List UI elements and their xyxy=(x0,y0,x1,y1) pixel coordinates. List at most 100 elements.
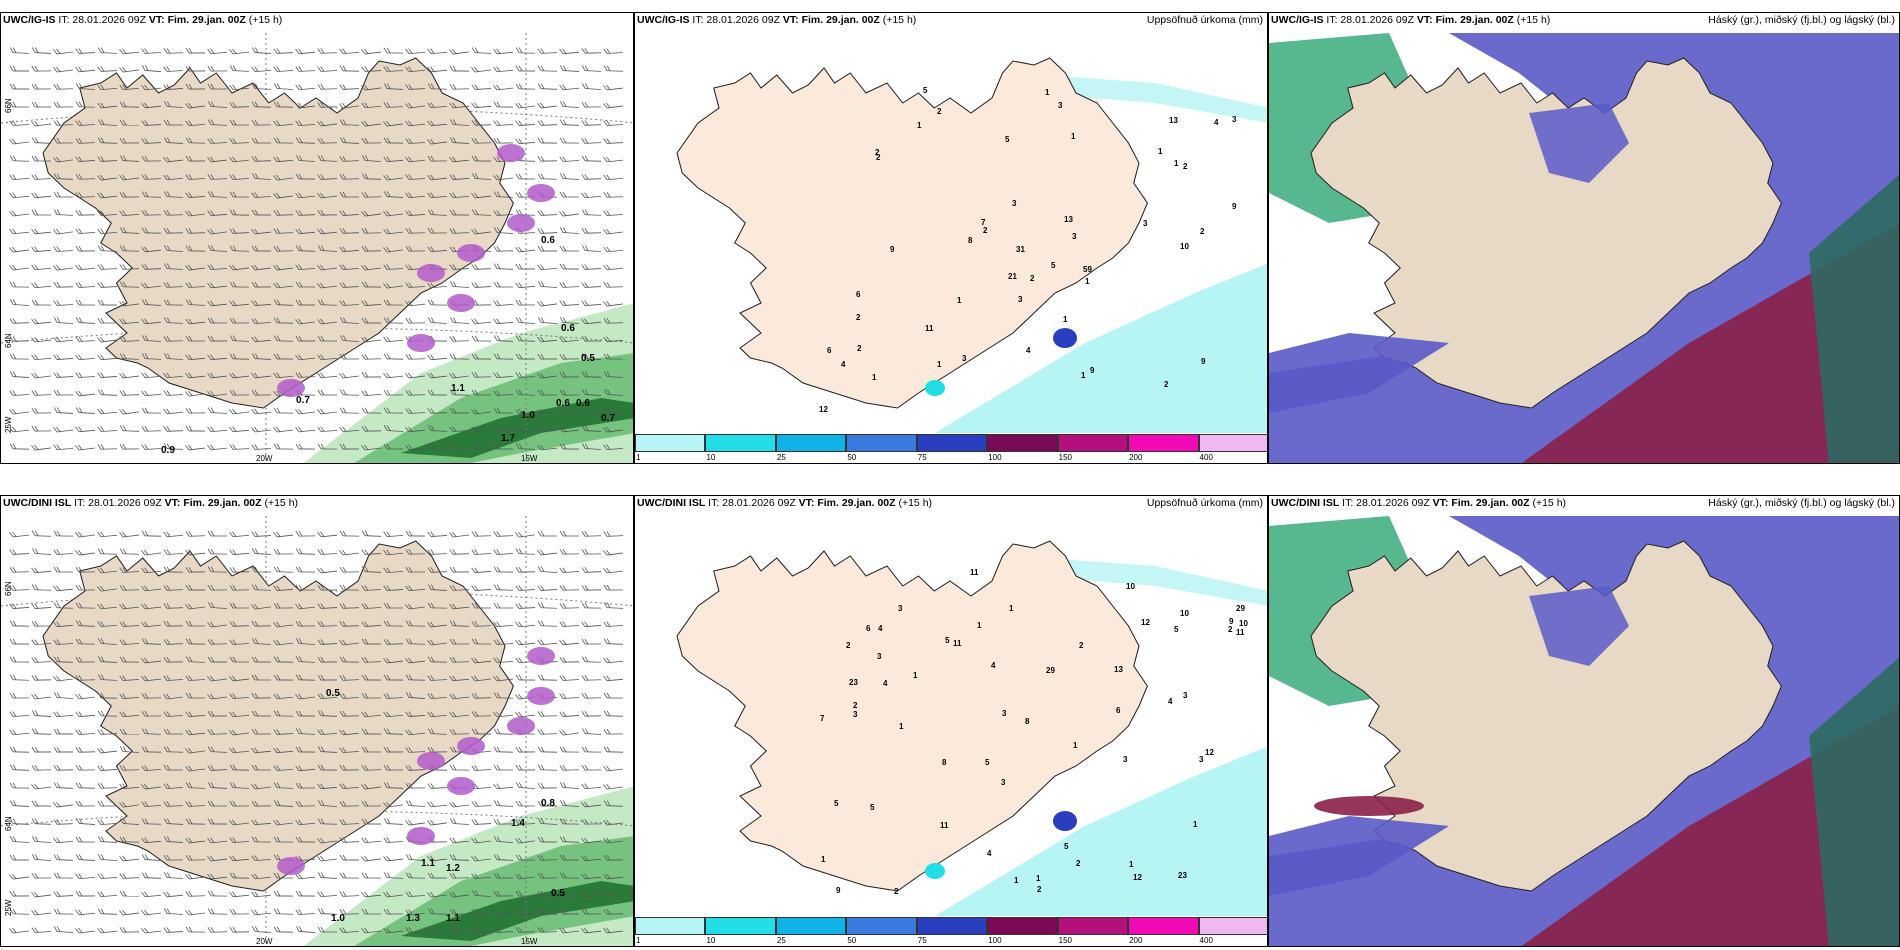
panel-header: UWC/IG-IS IT: 28.01.2026 09Z VT: Fim. 29… xyxy=(637,14,917,26)
wind-barb xyxy=(471,657,491,664)
wind-barb xyxy=(515,890,536,897)
wind-barb xyxy=(537,155,558,162)
wind-barb xyxy=(163,783,184,789)
wind-barb xyxy=(141,444,162,450)
wind-barb xyxy=(31,425,52,432)
wind-barb xyxy=(361,585,382,591)
wind-barb xyxy=(75,245,96,252)
wind-barb xyxy=(383,425,404,432)
wind-barb xyxy=(251,566,272,573)
wind-barb xyxy=(251,909,272,916)
wind-barb xyxy=(251,548,272,555)
wind-barb xyxy=(361,746,382,753)
wind-barb xyxy=(559,782,580,789)
wind-barb xyxy=(559,210,579,217)
wind-barb xyxy=(207,245,228,252)
wind-barb xyxy=(471,819,492,825)
wind-barb xyxy=(163,872,184,879)
wind-barb xyxy=(251,228,271,235)
wind-barb xyxy=(53,426,73,433)
accum-value-label: 13 xyxy=(1064,215,1073,224)
wind-barb xyxy=(581,443,602,450)
wind-barb xyxy=(317,891,338,898)
wind-barb xyxy=(537,549,557,556)
accum-value-label: 3 xyxy=(877,652,882,661)
wind-barb xyxy=(493,353,514,360)
wind-barb xyxy=(383,837,404,843)
accum-value-label: 1 xyxy=(899,722,904,731)
wind-barb xyxy=(273,765,294,771)
wind-barb xyxy=(471,908,492,915)
wind-barb xyxy=(383,83,404,90)
accum-value-label: 4 xyxy=(991,661,996,670)
row2-cloud-panel: UWC/DINI ISL IT: 28.01.2026 09Z VT: Fim.… xyxy=(1268,495,1900,947)
legend-tick-label: 200 xyxy=(1129,453,1143,462)
precip-max-cell xyxy=(925,380,945,396)
wind-barb xyxy=(603,407,624,414)
wind-barb xyxy=(185,620,206,627)
wind-barb xyxy=(361,638,382,645)
wind-barb xyxy=(163,210,184,216)
wind-barb xyxy=(427,282,448,289)
wind-barb xyxy=(185,120,206,127)
accum-legend: 1 10 25 50 75 100 150 200 400 xyxy=(635,917,1267,945)
wind-barb xyxy=(163,764,184,771)
wind-barb xyxy=(9,729,30,736)
wind-barb xyxy=(471,282,492,288)
wind-barb xyxy=(537,281,558,288)
wind-barb xyxy=(163,620,184,627)
accum-value-label: 11 xyxy=(970,568,979,577)
wind-barb xyxy=(53,48,73,55)
wind-barb xyxy=(471,138,492,144)
wind-barb xyxy=(581,227,602,234)
wind-barb xyxy=(9,443,30,450)
wind-barb xyxy=(9,246,29,253)
wind-barb xyxy=(581,584,602,591)
wind-barb xyxy=(53,801,73,808)
wind-barb xyxy=(97,674,118,681)
wind-barb xyxy=(53,621,74,628)
wind-barb xyxy=(317,426,338,432)
wind-barb xyxy=(9,836,30,843)
wind-barb xyxy=(185,747,205,754)
wind-barb xyxy=(405,210,426,216)
wind-barb xyxy=(97,66,118,72)
wind-barb xyxy=(383,174,403,181)
wind-barb xyxy=(9,47,30,54)
wind-barb xyxy=(295,728,316,735)
wind-barb xyxy=(295,801,316,807)
wind-barb xyxy=(75,390,95,397)
wind-barb xyxy=(9,426,29,433)
wind-barb xyxy=(9,281,30,288)
accum-value-label: 3 xyxy=(1002,709,1007,718)
wind-barb xyxy=(251,620,272,627)
wind-barb xyxy=(251,66,272,73)
wind-barb xyxy=(207,530,228,537)
wind-barb xyxy=(251,353,272,360)
wind-barb xyxy=(493,300,514,307)
wind-barb xyxy=(273,585,294,591)
wind-barb xyxy=(493,407,514,414)
accum-value-label: 23 xyxy=(849,678,858,687)
wind-barb xyxy=(405,566,426,573)
wind-barb xyxy=(427,819,447,826)
wind-barb xyxy=(251,444,272,450)
wind-barb xyxy=(427,531,448,537)
wind-barb xyxy=(119,155,140,162)
wind-barb xyxy=(185,801,206,807)
wind-barb xyxy=(471,389,492,396)
wind-barb xyxy=(295,566,316,573)
wind-barb xyxy=(141,299,162,306)
wind-barb xyxy=(449,818,470,825)
wind-barb xyxy=(405,426,425,433)
accum-value-label: 1 xyxy=(1063,315,1068,324)
legend-swatch xyxy=(916,917,988,935)
accum-value-label: 12 xyxy=(1141,618,1150,627)
wind-barb xyxy=(9,800,30,807)
wind-barb xyxy=(339,191,360,198)
wind-barb xyxy=(515,138,536,144)
wind-barb xyxy=(581,710,602,717)
wind-barb xyxy=(493,137,514,144)
wind-barb xyxy=(295,836,316,843)
wind-barb xyxy=(427,138,447,145)
